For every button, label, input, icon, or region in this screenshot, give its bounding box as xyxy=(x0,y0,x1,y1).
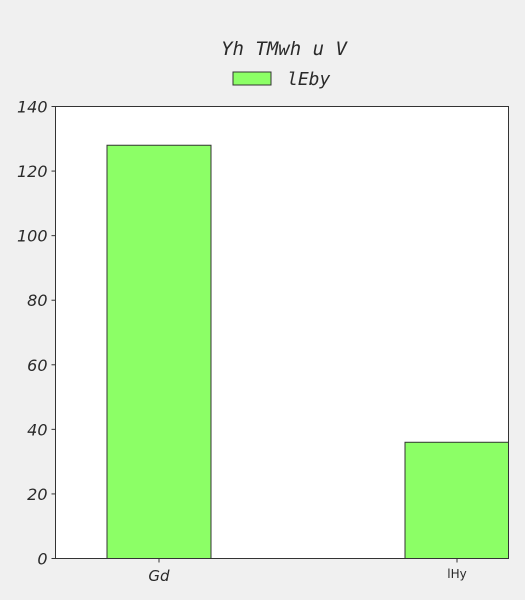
bar-lhy xyxy=(404,441,509,559)
y-axis: 0 20 40 60 80 100 120 140 xyxy=(17,98,56,569)
legend-swatch xyxy=(232,71,272,86)
legend-label: lEby xyxy=(287,69,331,90)
x-axis: Gd lHy xyxy=(148,558,467,585)
bar-gd xyxy=(106,144,212,559)
x-tick-label-lhy: lHy xyxy=(447,567,466,581)
y-tick-label: 120 xyxy=(17,162,48,181)
y-tick-label: 0 xyxy=(37,550,47,569)
chart-title: Yh TMwh u V xyxy=(221,38,348,60)
y-tick-label: 40 xyxy=(27,420,47,439)
y-tick-label: 140 xyxy=(17,98,48,117)
legend: lEby xyxy=(232,69,331,90)
x-tick-label-gd: Gd xyxy=(148,567,170,585)
y-tick-label: 60 xyxy=(27,356,47,375)
bars-group xyxy=(106,144,509,559)
y-tick-label: 100 xyxy=(17,227,48,246)
y-tick-label: 20 xyxy=(27,485,47,504)
y-tick-label: 80 xyxy=(27,291,47,310)
